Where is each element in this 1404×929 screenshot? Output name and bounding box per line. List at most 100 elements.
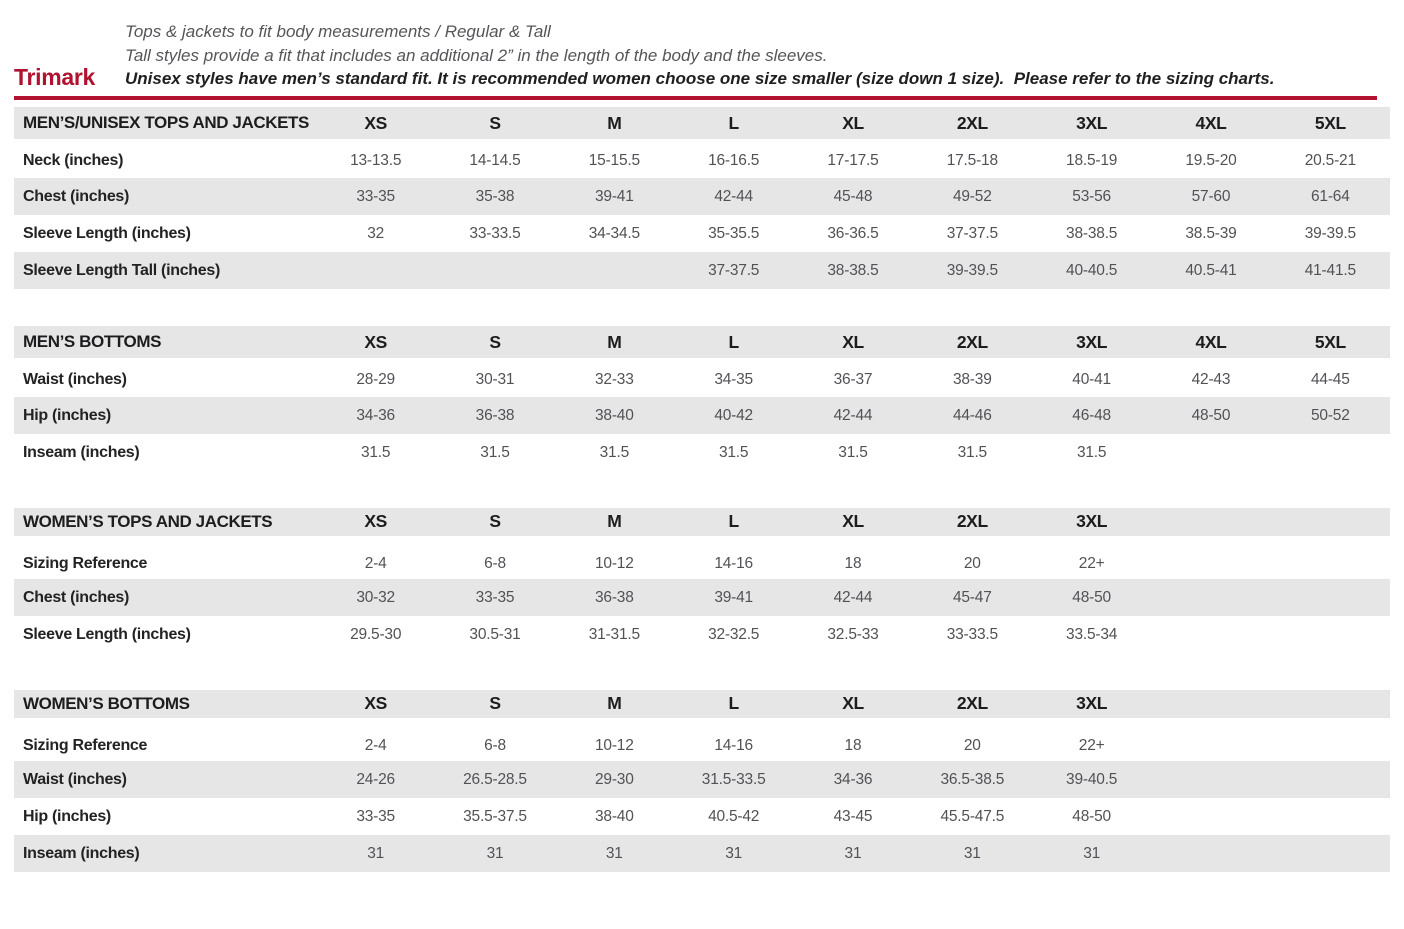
row-label: Sleeve Length (inches) (14, 616, 316, 653)
size-value-cell: 43-45 (793, 798, 913, 835)
size-value-cell: 48-50 (1031, 798, 1152, 835)
table-row: Hip (inches) 33-35 35.5-37.5 38-40 40.5-42 43… (14, 798, 1390, 835)
size-value-cell: 50-52 (1270, 397, 1390, 434)
size-value-cell (1151, 434, 1271, 471)
size-value-cell: 16-16.5 (673, 141, 794, 178)
table-row: Sleeve Length (inches) 32 33-33.5 34-34.5 35… (14, 215, 1390, 252)
size-value-cell: 31.5 (793, 434, 913, 471)
size-column-header: S (435, 107, 555, 143)
size-value-cell: 44-45 (1270, 360, 1390, 397)
size-value-cell: 28-29 (316, 360, 436, 397)
fit-note-line2: Tall styles provide a fit that includes … (125, 45, 828, 65)
size-column-header: L (673, 508, 794, 549)
size-value-cell: 31.5 (1031, 434, 1152, 471)
row-label: Sizing Reference (14, 542, 316, 579)
size-value-cell: 40-40.5 (1031, 252, 1152, 289)
size-value-cell: 36-38 (554, 579, 674, 616)
size-value-cell: 32.5-33 (793, 616, 913, 653)
size-value-cell: 14-16 (673, 542, 794, 579)
size-value-cell: 36-38 (435, 397, 555, 434)
size-column-header: XS (316, 107, 436, 143)
size-value-cell: 17.5-18 (912, 141, 1032, 178)
size-value-cell (1270, 579, 1390, 616)
size-value-cell (1151, 835, 1271, 872)
size-value-cell: 31.5 (554, 434, 674, 471)
size-value-cell: 31 (554, 835, 674, 872)
size-column-header: 2XL (912, 326, 1032, 362)
size-column-header (1151, 508, 1271, 549)
size-column-header: 4XL (1151, 107, 1271, 143)
size-value-cell: 31.5 (673, 434, 794, 471)
size-column-header: XS (316, 690, 436, 731)
row-label: Sizing Reference (14, 724, 316, 761)
size-column-header: 2XL (912, 107, 1032, 143)
divider-rule (14, 96, 1377, 100)
size-value-cell (1270, 542, 1390, 579)
size-value-cell: 18.5-19 (1031, 141, 1152, 178)
size-column-header: M (554, 690, 674, 731)
row-label: Chest (inches) (14, 178, 316, 215)
table-title: MEN’S BOTTOMS (14, 326, 316, 362)
size-value-cell: 40.5-41 (1151, 252, 1271, 289)
size-column-header: 3XL (1031, 107, 1152, 143)
row-label: Hip (inches) (14, 798, 316, 835)
size-value-cell (1270, 798, 1390, 835)
size-value-cell: 17-17.5 (793, 141, 913, 178)
size-value-cell: 33-35 (435, 579, 555, 616)
size-value-cell (316, 252, 436, 289)
fit-note-line1: Tops & jackets to fit body measurements … (125, 22, 551, 41)
size-value-cell: 29.5-30 (316, 616, 436, 653)
size-value-cell: 45.5-47.5 (912, 798, 1032, 835)
size-value-cell: 31 (793, 835, 913, 872)
size-value-cell: 41-41.5 (1270, 252, 1390, 289)
size-value-cell: 48-50 (1031, 579, 1152, 616)
size-tables-container: MEN’S/UNISEX TOPS AND JACKETS XS S M L XL 2XL 3… (0, 100, 1404, 872)
size-column-header: 2XL (912, 690, 1032, 731)
size-value-cell: 42-44 (793, 579, 913, 616)
size-value-cell (1270, 835, 1390, 872)
size-value-cell: 61-64 (1270, 178, 1390, 215)
table-row: Hip (inches) 34-36 36-38 38-40 40-42 42-44 44-… (14, 397, 1390, 434)
size-column-header: L (673, 107, 794, 143)
size-value-cell (1270, 434, 1390, 471)
size-value-cell: 31.5 (316, 434, 436, 471)
size-value-cell (435, 252, 555, 289)
size-value-cell: 6-8 (435, 724, 555, 761)
size-column-header: S (435, 508, 555, 549)
size-column-header: 3XL (1031, 326, 1152, 362)
size-value-cell: 31.5 (912, 434, 1032, 471)
size-column-header: XL (793, 508, 913, 549)
size-column-header (1270, 508, 1390, 549)
size-value-cell (1151, 542, 1271, 579)
size-value-cell: 10-12 (554, 542, 674, 579)
size-table-mens-unisex-tops-and-jackets: MEN’S/UNISEX TOPS AND JACKETS XS S M L XL 2XL 3… (14, 107, 1390, 289)
size-value-cell: 39-39.5 (912, 252, 1032, 289)
size-value-cell: 20.5-21 (1270, 141, 1390, 178)
size-column-header: XL (793, 107, 913, 143)
size-value-cell: 20 (912, 542, 1032, 579)
size-value-cell: 31 (673, 835, 794, 872)
row-label: Sleeve Length (inches) (14, 215, 316, 252)
size-value-cell: 31-31.5 (554, 616, 674, 653)
row-label: Hip (inches) (14, 397, 316, 434)
size-value-cell: 31.5-33.5 (673, 761, 794, 798)
size-value-cell: 39-41 (673, 579, 794, 616)
table-header-row: MEN’S BOTTOMS XS S M L XL 2XL 3XL 4XL 5XL (14, 326, 1390, 362)
size-value-cell: 38-38.5 (1031, 215, 1152, 252)
size-column-header: M (554, 326, 674, 362)
size-table-womens-bottoms: WOMEN’S BOTTOMS XS S M L XL 2XL 3XL Sizing Refer… (14, 690, 1390, 872)
size-value-cell: 38-38.5 (793, 252, 913, 289)
size-value-cell: 35.5-37.5 (435, 798, 555, 835)
brand-logo: Trimark (14, 64, 96, 90)
size-column-header: 4XL (1151, 326, 1271, 362)
table-row: Inseam (inches) 31 31 31 31 31 31 31 (14, 835, 1390, 872)
size-column-header: 5XL (1270, 326, 1390, 362)
table-title: WOMEN’S TOPS AND JACKETS (14, 508, 316, 549)
size-value-cell: 24-26 (316, 761, 436, 798)
size-value-cell: 34-35 (673, 360, 794, 397)
size-column-header (1270, 690, 1390, 731)
size-value-cell (1270, 616, 1390, 653)
size-value-cell: 22+ (1031, 724, 1152, 761)
size-value-cell: 36.5-38.5 (912, 761, 1032, 798)
